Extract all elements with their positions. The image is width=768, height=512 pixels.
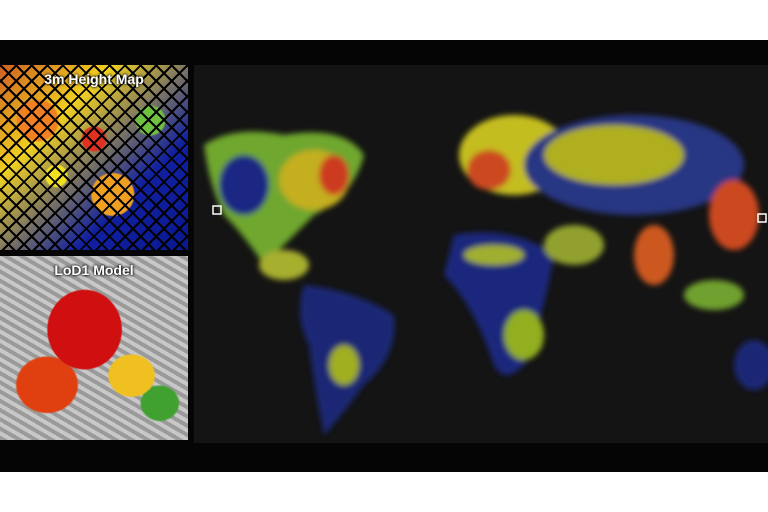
lod1-model-label: LoD1 Model: [54, 262, 134, 278]
lod1-model-panel: LoD1 Model: [0, 256, 188, 440]
world-building-height-map: [194, 65, 768, 443]
study-area-marker-west: [212, 205, 222, 215]
height-map-panel: 3m Height Map: [0, 65, 188, 250]
height-map-label: 3m Height Map: [44, 71, 144, 87]
study-area-marker-east: [757, 213, 767, 223]
australia: [734, 340, 768, 390]
